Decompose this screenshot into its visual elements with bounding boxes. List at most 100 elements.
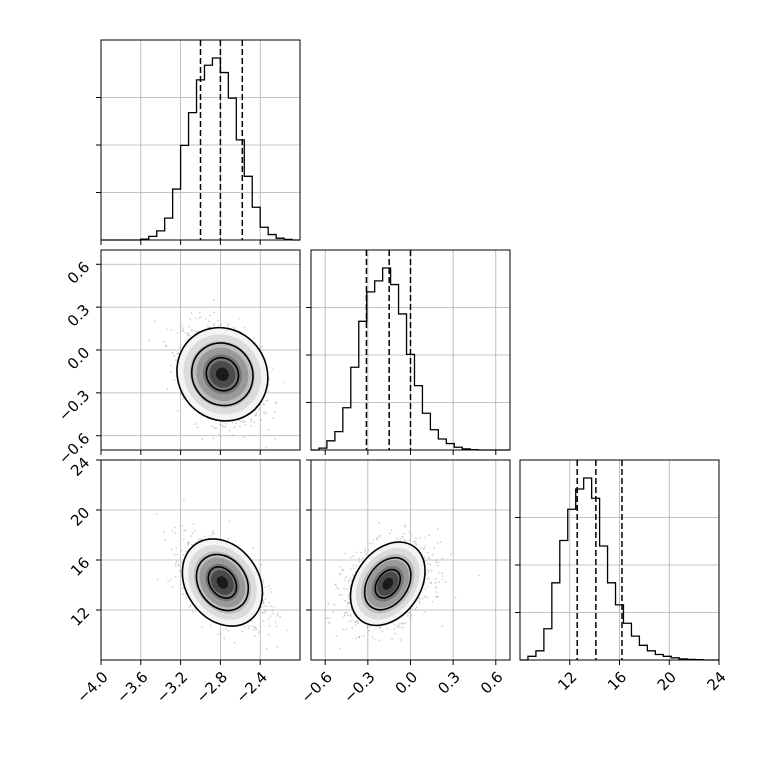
sample-point bbox=[170, 548, 173, 551]
sample-point bbox=[187, 334, 190, 337]
sample-point bbox=[345, 628, 348, 631]
sample-point bbox=[176, 553, 179, 556]
sample-point bbox=[276, 614, 278, 617]
sample-point bbox=[378, 639, 380, 641]
sample-point bbox=[348, 602, 350, 604]
sample-point bbox=[348, 579, 350, 582]
sample-point bbox=[355, 637, 358, 639]
sample-point bbox=[352, 555, 355, 558]
sample-point bbox=[342, 616, 345, 619]
sample-point bbox=[402, 622, 405, 625]
sample-point bbox=[390, 529, 393, 531]
sample-point bbox=[368, 629, 371, 632]
sample-point bbox=[257, 631, 260, 634]
sample-point bbox=[349, 615, 352, 617]
sample-point bbox=[426, 578, 429, 580]
sample-point bbox=[357, 622, 360, 625]
sample-point bbox=[213, 322, 216, 325]
sample-point bbox=[423, 611, 426, 614]
sample-point bbox=[355, 565, 358, 568]
sample-point bbox=[429, 563, 432, 566]
sample-point bbox=[213, 311, 216, 314]
sample-point bbox=[192, 610, 194, 613]
sample-point bbox=[401, 623, 404, 625]
sample-point bbox=[253, 421, 256, 423]
y-tick-label: 20 bbox=[67, 504, 93, 530]
contour-line bbox=[205, 356, 240, 392]
sample-point bbox=[434, 587, 437, 590]
sample-point bbox=[183, 530, 185, 532]
panel-frame bbox=[100, 39, 301, 241]
panel-content bbox=[155, 499, 288, 650]
sample-point bbox=[410, 608, 413, 611]
sample-point bbox=[182, 587, 184, 589]
sample-point bbox=[435, 561, 437, 564]
sample-point bbox=[274, 402, 277, 405]
sample-point bbox=[173, 355, 176, 357]
sample-point bbox=[178, 570, 181, 573]
sample-point bbox=[153, 320, 156, 323]
sample-point bbox=[212, 299, 215, 302]
sample-point bbox=[275, 625, 278, 628]
sample-point bbox=[403, 532, 406, 535]
sample-point bbox=[279, 615, 282, 618]
sample-point bbox=[335, 583, 337, 586]
sample-point bbox=[165, 344, 167, 347]
sample-point bbox=[356, 621, 359, 623]
sample-point bbox=[190, 329, 193, 332]
sample-point bbox=[429, 582, 432, 584]
sample-point bbox=[389, 532, 391, 534]
histogram-panel: 12 16 20 24 bbox=[515, 459, 730, 694]
sample-point bbox=[225, 423, 228, 425]
sample-point bbox=[211, 425, 214, 428]
sample-point bbox=[188, 541, 190, 544]
sample-point bbox=[355, 551, 358, 554]
sample-point bbox=[233, 326, 235, 329]
sample-point bbox=[195, 331, 198, 334]
sample-point bbox=[346, 588, 348, 591]
sample-point bbox=[434, 586, 437, 588]
sample-point bbox=[342, 569, 344, 572]
sample-point bbox=[207, 320, 210, 323]
sample-point bbox=[180, 325, 183, 327]
sample-point bbox=[348, 592, 351, 595]
sample-point bbox=[196, 426, 199, 429]
sample-point bbox=[437, 596, 440, 598]
sample-point bbox=[231, 433, 234, 436]
sample-point bbox=[267, 399, 269, 402]
sample-point bbox=[332, 611, 335, 613]
sample-point bbox=[335, 635, 338, 638]
x-tick-label: −0.6 bbox=[297, 668, 335, 706]
sample-point bbox=[394, 632, 397, 635]
sample-point bbox=[379, 534, 382, 537]
sample-point bbox=[327, 602, 330, 605]
sample-point bbox=[255, 628, 258, 630]
sample-point bbox=[436, 595, 438, 598]
contour-line bbox=[190, 342, 254, 407]
sample-point bbox=[349, 584, 352, 587]
sample-point bbox=[248, 625, 251, 628]
sample-point bbox=[215, 427, 218, 430]
sample-point bbox=[413, 541, 416, 543]
sample-point bbox=[260, 345, 263, 348]
density-shade bbox=[382, 577, 394, 590]
sample-point bbox=[176, 331, 179, 334]
histogram-panel bbox=[96, 39, 301, 245]
sample-point bbox=[424, 594, 427, 597]
sample-point bbox=[182, 499, 185, 502]
sample-point bbox=[240, 420, 243, 423]
sample-point bbox=[261, 611, 264, 614]
sample-point bbox=[410, 614, 413, 617]
sample-point bbox=[344, 552, 346, 555]
sample-point bbox=[408, 531, 411, 534]
sample-point bbox=[435, 596, 438, 599]
sample-point bbox=[358, 635, 361, 638]
sample-point bbox=[262, 403, 265, 406]
sample-point bbox=[338, 594, 341, 596]
sample-point bbox=[219, 423, 222, 426]
sample-point bbox=[176, 352, 179, 355]
sample-point bbox=[170, 365, 172, 367]
sample-point bbox=[185, 596, 188, 599]
sample-point bbox=[340, 572, 343, 575]
